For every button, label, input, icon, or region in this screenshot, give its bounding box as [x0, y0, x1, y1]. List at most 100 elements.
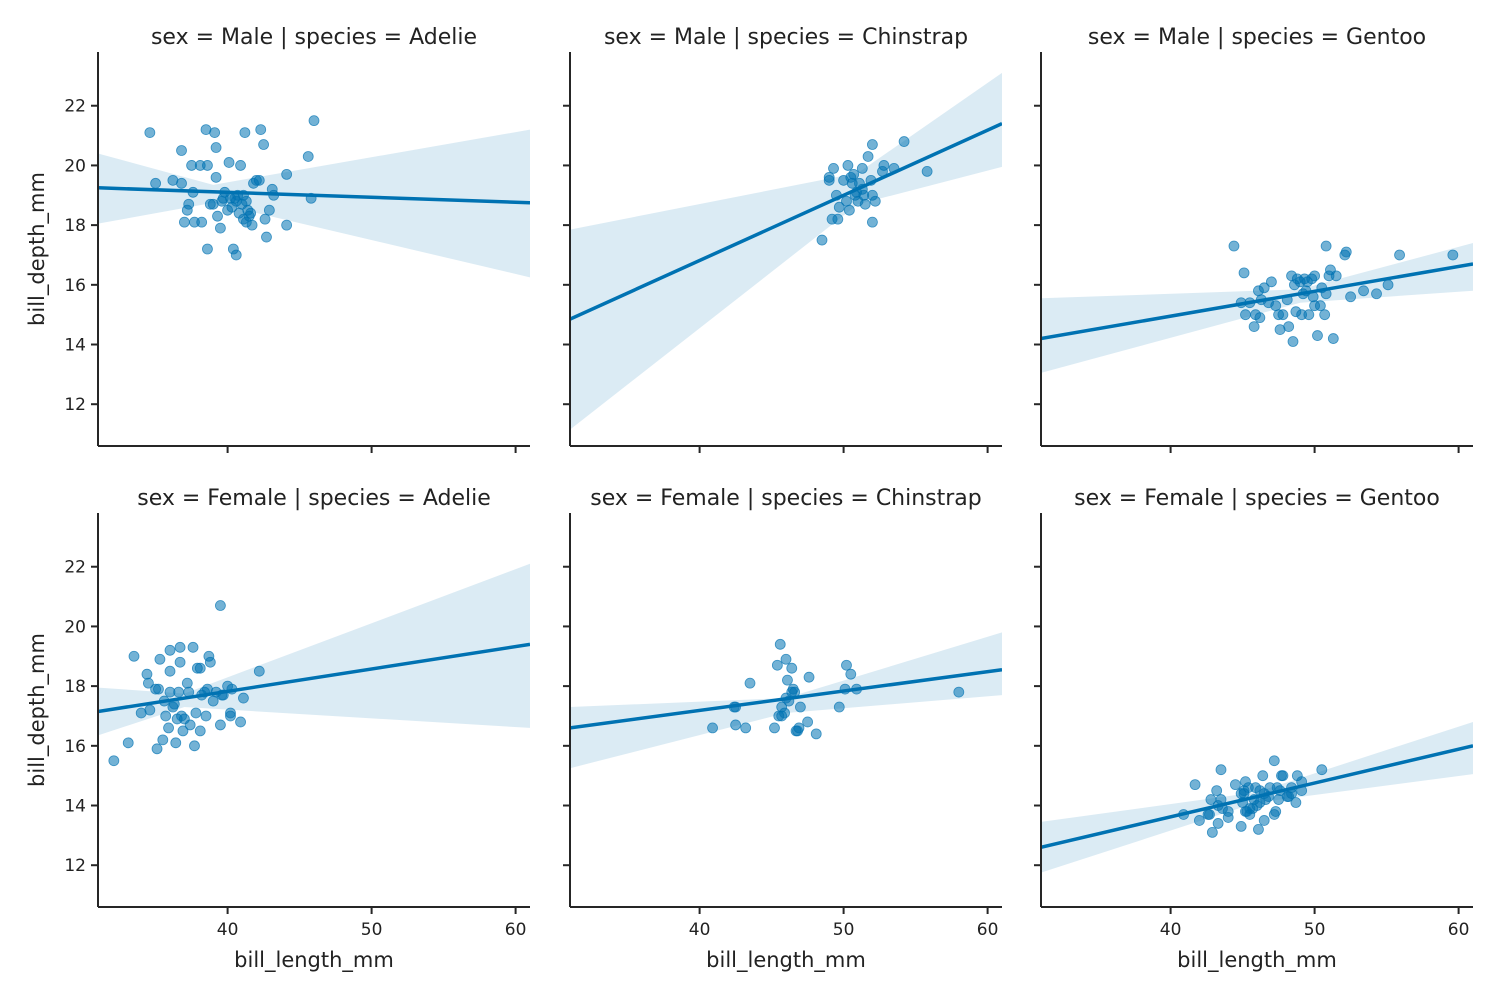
y-axis-title: bill_depth_mm	[25, 172, 50, 326]
data-point	[1358, 285, 1369, 297]
data-point	[1290, 797, 1302, 808]
data-point	[230, 249, 242, 261]
data-point	[177, 725, 189, 737]
data-point	[793, 722, 805, 734]
data-point	[832, 213, 844, 225]
data-point	[1309, 270, 1320, 282]
data-point	[144, 127, 156, 138]
data-point	[780, 653, 792, 665]
data-point	[1382, 279, 1394, 291]
data-point	[142, 677, 154, 689]
panel-title: sex = Female | species = Gentoo	[1074, 486, 1440, 511]
data-point	[740, 722, 752, 734]
data-point	[1327, 333, 1339, 344]
x-tick-label: 50	[361, 920, 383, 940]
data-point	[202, 243, 213, 255]
data-point	[841, 659, 852, 671]
data-point	[176, 177, 187, 189]
x-tick-label: 60	[1448, 920, 1470, 940]
data-point	[744, 677, 756, 689]
data-point	[810, 728, 822, 740]
panel-title: sex = Male | species = Chinstrap	[604, 25, 968, 50]
data-point	[170, 737, 182, 749]
data-point	[281, 168, 293, 180]
data-point	[160, 710, 172, 722]
data-point	[1240, 309, 1251, 321]
data-point	[1189, 779, 1201, 791]
facet-panel: sex = Male | species = Adelie 12 14 16 18 20 2…	[25, 25, 530, 453]
data-point	[823, 171, 835, 183]
data-point	[225, 710, 236, 722]
data-point	[833, 701, 845, 713]
data-point	[1238, 267, 1250, 279]
regression-line	[1041, 744, 1473, 850]
y-tick-label: 20	[64, 617, 86, 637]
data-point	[828, 163, 839, 174]
data-point	[1250, 782, 1261, 794]
data-point	[1320, 240, 1332, 252]
data-point	[1228, 240, 1240, 252]
data-point	[128, 650, 140, 662]
y-tick-label: 18	[64, 677, 86, 697]
data-point	[1330, 270, 1342, 282]
y-tick-label: 16	[64, 737, 86, 757]
data-point	[261, 231, 272, 243]
data-point	[1235, 788, 1247, 799]
y-tick-label: 14	[64, 336, 86, 356]
data-point	[164, 665, 176, 677]
data-point	[1248, 321, 1260, 333]
data-point	[842, 160, 854, 171]
regression-line	[98, 642, 530, 714]
data-point	[782, 674, 793, 686]
y-tick-label: 22	[64, 558, 86, 578]
panel-plot-area	[570, 632, 1002, 769]
data-point	[1314, 300, 1326, 312]
data-point	[263, 204, 275, 216]
panel-plot-area	[98, 115, 530, 278]
data-point	[1371, 288, 1382, 300]
data-point	[1212, 818, 1224, 829]
data-point	[803, 671, 815, 683]
data-point	[183, 198, 195, 210]
data-point	[235, 160, 246, 171]
data-point	[176, 145, 187, 156]
regression-line	[570, 122, 1002, 321]
data-point	[184, 719, 196, 731]
facet-panel: sex = Female | species = Adelie 12 14 16 18 2…	[25, 486, 530, 973]
data-point	[174, 656, 186, 668]
data-point	[1194, 815, 1205, 826]
data-point	[202, 160, 213, 171]
data-point	[1270, 806, 1282, 817]
data-point	[1340, 246, 1352, 258]
data-point	[194, 725, 206, 737]
panel-plot-area	[1041, 240, 1473, 373]
data-point	[867, 139, 878, 150]
data-point	[730, 719, 741, 731]
data-point	[151, 743, 163, 755]
panel-plot-area	[98, 563, 530, 767]
data-point	[921, 165, 933, 177]
x-tick-label: 40	[1160, 920, 1182, 940]
data-point	[150, 177, 162, 189]
data-point	[164, 644, 176, 656]
data-point	[833, 201, 845, 213]
data-point	[856, 163, 868, 174]
data-point	[253, 665, 265, 677]
data-point	[210, 142, 222, 153]
data-point	[802, 716, 813, 728]
data-point	[239, 127, 251, 138]
panels-layer: sex = Male | species = Adelie 12 14 16 18 20 2…	[25, 25, 1473, 973]
panel-title: sex = Female | species = Chinstrap	[590, 486, 982, 511]
data-point	[953, 686, 965, 698]
data-point	[214, 719, 226, 731]
data-point	[281, 219, 293, 231]
data-point	[878, 160, 890, 171]
data-point	[1277, 770, 1289, 782]
facet-panel: sex = Male | species = Gentoo	[1034, 25, 1473, 453]
data-point	[178, 216, 190, 228]
data-point	[204, 656, 216, 668]
data-point	[207, 695, 219, 707]
data-point	[308, 115, 320, 127]
y-tick-label: 16	[64, 276, 86, 296]
